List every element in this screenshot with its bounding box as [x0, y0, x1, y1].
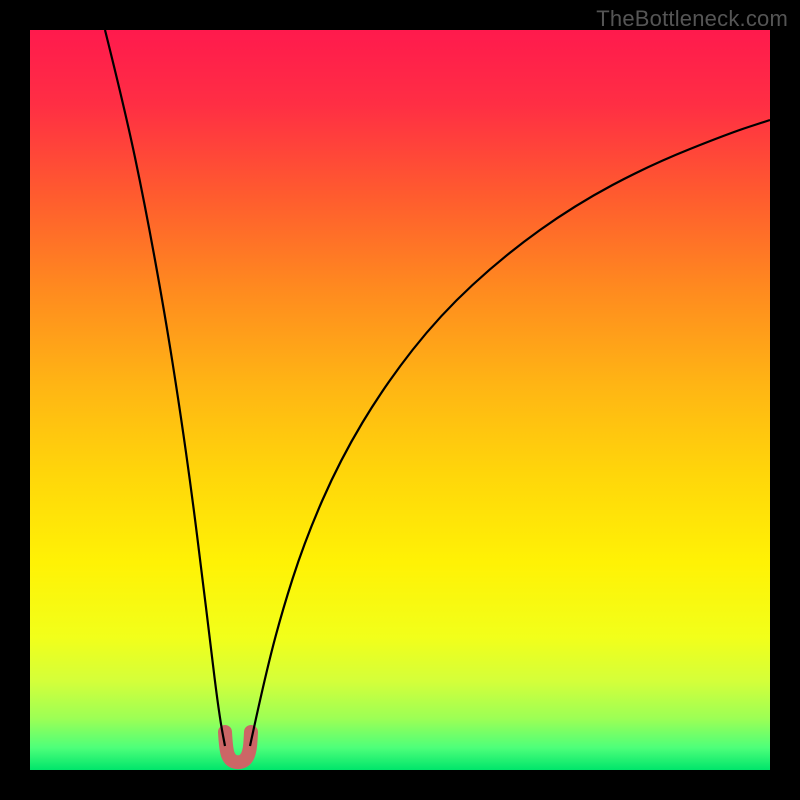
watermark-text: TheBottleneck.com	[596, 6, 788, 32]
curve-right	[250, 120, 770, 746]
curve-left	[105, 30, 225, 746]
plot-area	[30, 30, 770, 770]
valley-marker	[225, 732, 251, 762]
bottleneck-curves	[30, 30, 770, 770]
